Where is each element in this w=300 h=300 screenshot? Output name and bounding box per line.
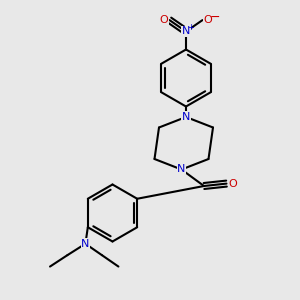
Text: −: − [210,11,220,24]
Text: N: N [177,164,186,175]
Text: N: N [182,26,190,37]
Text: O: O [160,15,169,25]
Text: O: O [228,178,237,189]
Text: N: N [182,112,190,122]
Text: O: O [203,15,212,25]
Text: N: N [81,239,90,249]
Text: +: + [188,23,194,32]
